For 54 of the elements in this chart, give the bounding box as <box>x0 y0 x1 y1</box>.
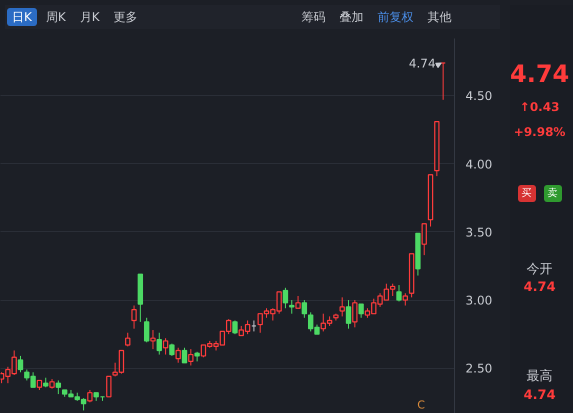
y-tick-label: 3.00 <box>466 294 492 308</box>
text: +9.98% <box>512 124 566 142</box>
candlestick <box>43 377 48 388</box>
y-tick-label: 3.50 <box>466 225 492 240</box>
annotation: C <box>417 398 426 412</box>
candlestick <box>182 347 188 364</box>
candlestick <box>156 332 162 356</box>
candlestick <box>302 300 308 318</box>
candlestick <box>402 292 408 306</box>
candlestick <box>194 351 200 362</box>
candlestick <box>396 284 402 302</box>
candlestick <box>352 300 358 328</box>
text: ↑0.43 <box>518 99 560 116</box>
text: 前复权 <box>376 9 415 26</box>
text: 筹码 <box>300 9 327 26</box>
candlestick <box>289 300 294 314</box>
text: 更多 <box>112 9 139 26</box>
candlestick <box>169 343 175 356</box>
text: 最高 <box>526 368 554 386</box>
text: 叠加 <box>338 9 365 26</box>
y-tick-label: 4.50 <box>466 89 492 104</box>
candlestick <box>56 380 62 395</box>
candlestick <box>422 223 427 256</box>
text: 周K <box>44 9 67 26</box>
candlestick <box>188 348 194 366</box>
candlestick <box>162 338 168 356</box>
text: 4.74 <box>522 279 557 298</box>
text: 今开 <box>526 260 554 279</box>
candlestick <box>340 296 345 317</box>
candlestick <box>87 389 93 403</box>
text: 月K <box>78 9 101 26</box>
y-tick-label: 4.00 <box>466 157 492 172</box>
candlestick <box>346 300 352 330</box>
text: 卖 <box>544 184 562 202</box>
candlestick <box>36 380 42 390</box>
candlestick <box>131 305 137 330</box>
text: 买 <box>518 184 536 202</box>
text: 其他 <box>426 9 453 26</box>
candlestick <box>358 304 364 318</box>
text: 4.74 <box>522 386 557 405</box>
candlestick <box>125 332 130 347</box>
candlestick <box>232 320 238 335</box>
candlestick <box>49 378 55 390</box>
candlestick <box>176 347 181 364</box>
text: 日K <box>7 8 37 26</box>
candlestick <box>295 295 301 309</box>
candlestick <box>18 355 24 373</box>
candlestick <box>144 317 150 343</box>
candlestick <box>106 376 112 398</box>
text: 4.74 <box>510 59 570 90</box>
annotation: 4.74 <box>408 56 436 71</box>
candlestick <box>282 287 288 309</box>
y-tick-label: 2.50 <box>466 362 492 376</box>
candlestick <box>150 330 156 350</box>
